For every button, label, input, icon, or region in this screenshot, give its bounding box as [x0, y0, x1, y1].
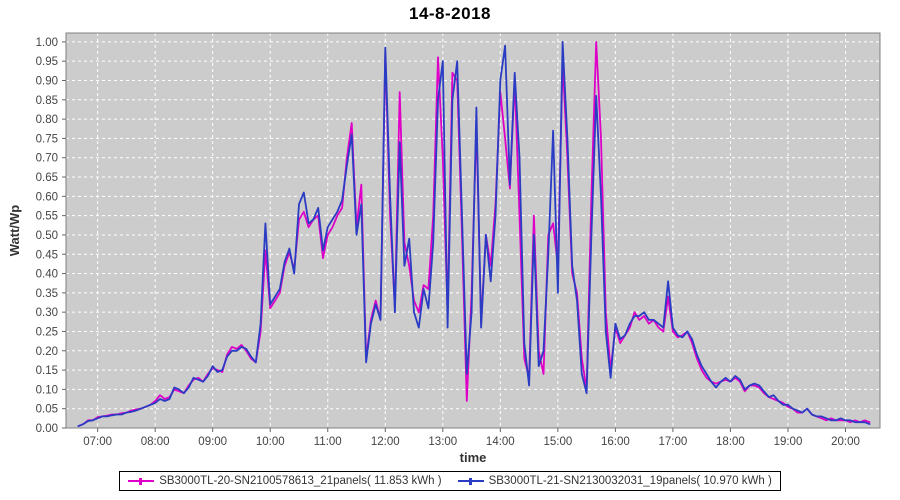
legend-item-series2: SB3000TL-21-SN2130032031_19panels( 10.97… — [457, 475, 772, 487]
y-tick-label: 0.80 — [36, 114, 58, 126]
chart-canvas: 0.00 0.05 0.10 0.15 0.20 0.25 0.30 0.35 0.40 0.45… — [7, 32, 881, 465]
legend-label-series2: SB3000TL-21-SN2130032031_19panels( 10.97… — [488, 475, 772, 487]
series-line-2 — [77, 41, 871, 428]
x-tick-label: 19:00 — [774, 436, 803, 448]
x-tick-label: 12:00 — [371, 436, 400, 448]
y-tick-label: 0.50 — [36, 230, 58, 242]
y-tick-label: 0.60 — [36, 191, 58, 203]
y-tick-label: 1.00 — [36, 37, 58, 49]
x-tick-label: 10:00 — [256, 436, 285, 448]
legend-box: SB3000TL-20-SN2100578613_21panels( 11.85… — [119, 471, 781, 491]
x-tick-label: 13:00 — [428, 436, 457, 448]
series2-line-swatch-icon — [457, 477, 484, 486]
y-tick-label: 0.25 — [36, 326, 58, 338]
plot-border — [65, 32, 881, 429]
y-tick-label: 0.35 — [36, 288, 58, 300]
y-tick-label: 0.45 — [36, 249, 58, 261]
y-tick-label: 0.95 — [36, 56, 58, 68]
y-tick-label: 0.55 — [36, 211, 58, 223]
x-tick-label: 14:00 — [486, 436, 515, 448]
x-tick-label: 18:00 — [716, 436, 745, 448]
y-tick-label: 0.20 — [36, 346, 58, 358]
legend-row: SB3000TL-20-SN2100578613_21panels( 11.85… — [0, 471, 900, 491]
axis-ticks — [62, 41, 846, 432]
y-tick-label: 0.70 — [36, 153, 58, 165]
x-tick-label: 16:00 — [601, 436, 630, 448]
y-tick-label: 0.40 — [36, 269, 58, 281]
x-tick-label: 08:00 — [141, 436, 170, 448]
legend-label-series1: SB3000TL-20-SN2100578613_21panels( 11.85… — [159, 475, 442, 487]
x-axis-label: time — [460, 450, 487, 465]
x-tick-label: 20:00 — [831, 436, 860, 448]
y-tick-label: 0.90 — [36, 76, 58, 88]
series1-line-swatch-icon — [128, 477, 155, 486]
x-tick-label: 15:00 — [543, 436, 572, 448]
chart-title: 14-8-2018 — [408, 4, 491, 23]
y-axis-label: Watt/Wp — [7, 205, 22, 257]
y-tick-label: 0.30 — [36, 307, 58, 319]
y-tick-label: 0.75 — [36, 133, 58, 145]
y-tick-label: 0.05 — [36, 404, 58, 416]
x-tick-label: 17:00 — [659, 436, 688, 448]
x-tick-label: 07:00 — [83, 436, 112, 448]
x-tick-label: 09:00 — [198, 436, 227, 448]
legend-item-series1: SB3000TL-20-SN2100578613_21panels( 11.85… — [128, 475, 442, 487]
x-tick-label: 11:00 — [314, 436, 342, 448]
y-tick-label: 0.65 — [36, 172, 58, 184]
y-tick-label: 0.15 — [36, 365, 58, 377]
y-tick-label: 0.00 — [36, 423, 58, 435]
y-tick-label: 0.10 — [36, 384, 58, 396]
y-tick-label: 0.85 — [36, 95, 58, 107]
axis-tick-labels: 0.00 0.05 0.10 0.15 0.20 0.25 0.30 0.35 0.40 0.45… — [36, 37, 860, 448]
